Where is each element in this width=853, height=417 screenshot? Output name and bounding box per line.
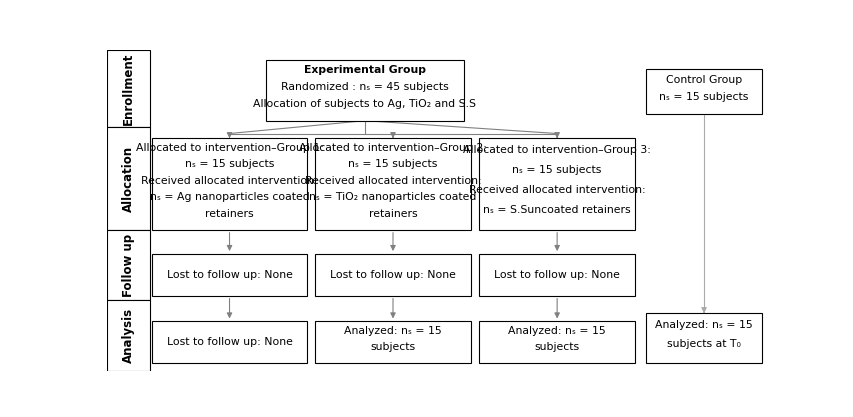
FancyBboxPatch shape (646, 69, 761, 114)
Text: Allocation: Allocation (122, 146, 135, 211)
Text: Allocation of subjects to Ag, TiO₂ and S.S: Allocation of subjects to Ag, TiO₂ and S… (253, 99, 476, 109)
FancyBboxPatch shape (152, 254, 307, 296)
FancyBboxPatch shape (107, 301, 149, 371)
Text: Randomized : nₛ = 45 subjects: Randomized : nₛ = 45 subjects (281, 82, 448, 92)
Text: subjects: subjects (370, 342, 415, 352)
Text: Lost to follow up: None: Lost to follow up: None (329, 270, 456, 280)
Text: nₛ = Ag nanoparticles coated: nₛ = Ag nanoparticles coated (149, 192, 309, 202)
Text: Lost to follow up: None: Lost to follow up: None (166, 270, 292, 280)
Text: Enrollment: Enrollment (122, 53, 135, 125)
Text: Received allocated intervention:: Received allocated intervention: (141, 176, 317, 186)
Text: subjects at T₀: subjects at T₀ (666, 339, 740, 349)
Text: retainers: retainers (205, 208, 253, 219)
Text: Control Group: Control Group (665, 75, 741, 85)
Text: Allocated to intervention–Group 3:: Allocated to intervention–Group 3: (462, 145, 650, 155)
Text: subjects: subjects (534, 342, 579, 352)
FancyBboxPatch shape (479, 138, 634, 230)
FancyBboxPatch shape (107, 50, 149, 127)
Text: Analyzed: nₛ = 15: Analyzed: nₛ = 15 (654, 320, 752, 330)
Text: Analyzed: nₛ = 15: Analyzed: nₛ = 15 (508, 326, 606, 336)
Text: Lost to follow up: None: Lost to follow up: None (494, 270, 619, 280)
FancyBboxPatch shape (479, 322, 634, 363)
FancyBboxPatch shape (152, 322, 307, 363)
Text: nₛ = 15 subjects: nₛ = 15 subjects (659, 92, 748, 102)
Text: Follow up: Follow up (122, 234, 135, 297)
FancyBboxPatch shape (315, 254, 470, 296)
Text: Experimental Group: Experimental Group (304, 65, 426, 75)
Text: Received allocated intervention:: Received allocated intervention: (468, 185, 645, 195)
FancyBboxPatch shape (315, 322, 470, 363)
Text: Analyzed: nₛ = 15: Analyzed: nₛ = 15 (344, 326, 441, 336)
Text: Lost to follow up: None: Lost to follow up: None (166, 337, 292, 347)
Text: retainers: retainers (368, 208, 417, 219)
Text: Analysis: Analysis (122, 308, 135, 363)
Text: nₛ = 15 subjects: nₛ = 15 subjects (348, 159, 438, 169)
Text: nₛ = S.Suncoated retainers: nₛ = S.Suncoated retainers (483, 205, 630, 215)
Text: Allocated to intervention–Group 1:: Allocated to intervention–Group 1: (136, 143, 323, 153)
Text: Received allocated intervention:: Received allocated intervention: (305, 176, 481, 186)
FancyBboxPatch shape (107, 127, 149, 230)
FancyBboxPatch shape (107, 230, 149, 301)
FancyBboxPatch shape (265, 60, 464, 121)
FancyBboxPatch shape (646, 313, 761, 363)
FancyBboxPatch shape (315, 138, 470, 230)
Text: nₛ = 15 subjects: nₛ = 15 subjects (512, 165, 601, 175)
Text: nₛ = 15 subjects: nₛ = 15 subjects (184, 159, 274, 169)
FancyBboxPatch shape (152, 138, 307, 230)
Text: nₛ = TiO₂ nanoparticles coated: nₛ = TiO₂ nanoparticles coated (309, 192, 476, 202)
Text: Allocated to intervention–Group 2:: Allocated to intervention–Group 2: (299, 143, 486, 153)
FancyBboxPatch shape (479, 254, 634, 296)
